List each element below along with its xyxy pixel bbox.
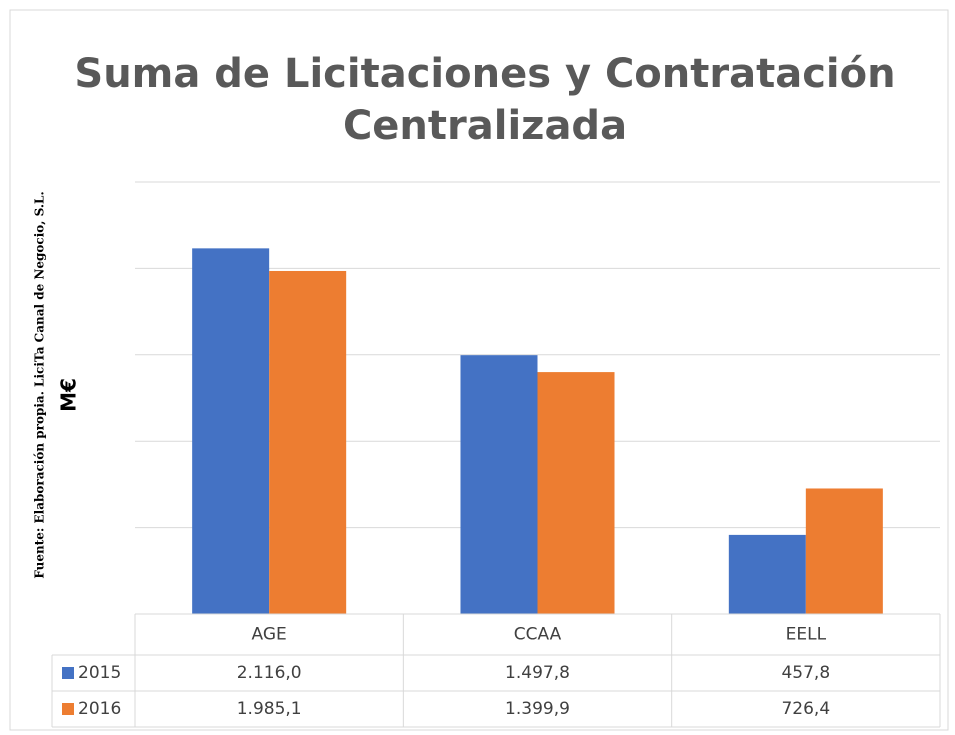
- bar: [192, 248, 270, 614]
- data-label: 457,8: [781, 663, 830, 683]
- legend-label: 2016: [78, 699, 121, 719]
- bar: [728, 534, 806, 614]
- data-label: 1.497,8: [505, 663, 570, 683]
- legend-key: [62, 667, 74, 679]
- data-label: 1.985,1: [237, 699, 302, 719]
- bar: [269, 270, 347, 614]
- chart-title: Suma de Licitaciones y Contratación Centr…: [74, 51, 895, 149]
- bar: [805, 488, 883, 614]
- x-tick-label: EELL: [786, 625, 827, 645]
- data-label: 2.116,0: [237, 663, 302, 683]
- legend-key: [62, 703, 74, 715]
- bar: [537, 372, 615, 614]
- x-tick-label: AGE: [252, 625, 287, 645]
- y-axis-label: M€: [57, 378, 81, 412]
- source-note: Fuente: Elaboración propia. LiciTa Canal…: [33, 191, 47, 578]
- bar: [460, 355, 538, 614]
- x-tick-label: CCAA: [514, 625, 562, 645]
- legend-label: 2015: [78, 663, 121, 683]
- data-label: 1.399,9: [505, 699, 570, 719]
- data-label: 726,4: [781, 699, 830, 719]
